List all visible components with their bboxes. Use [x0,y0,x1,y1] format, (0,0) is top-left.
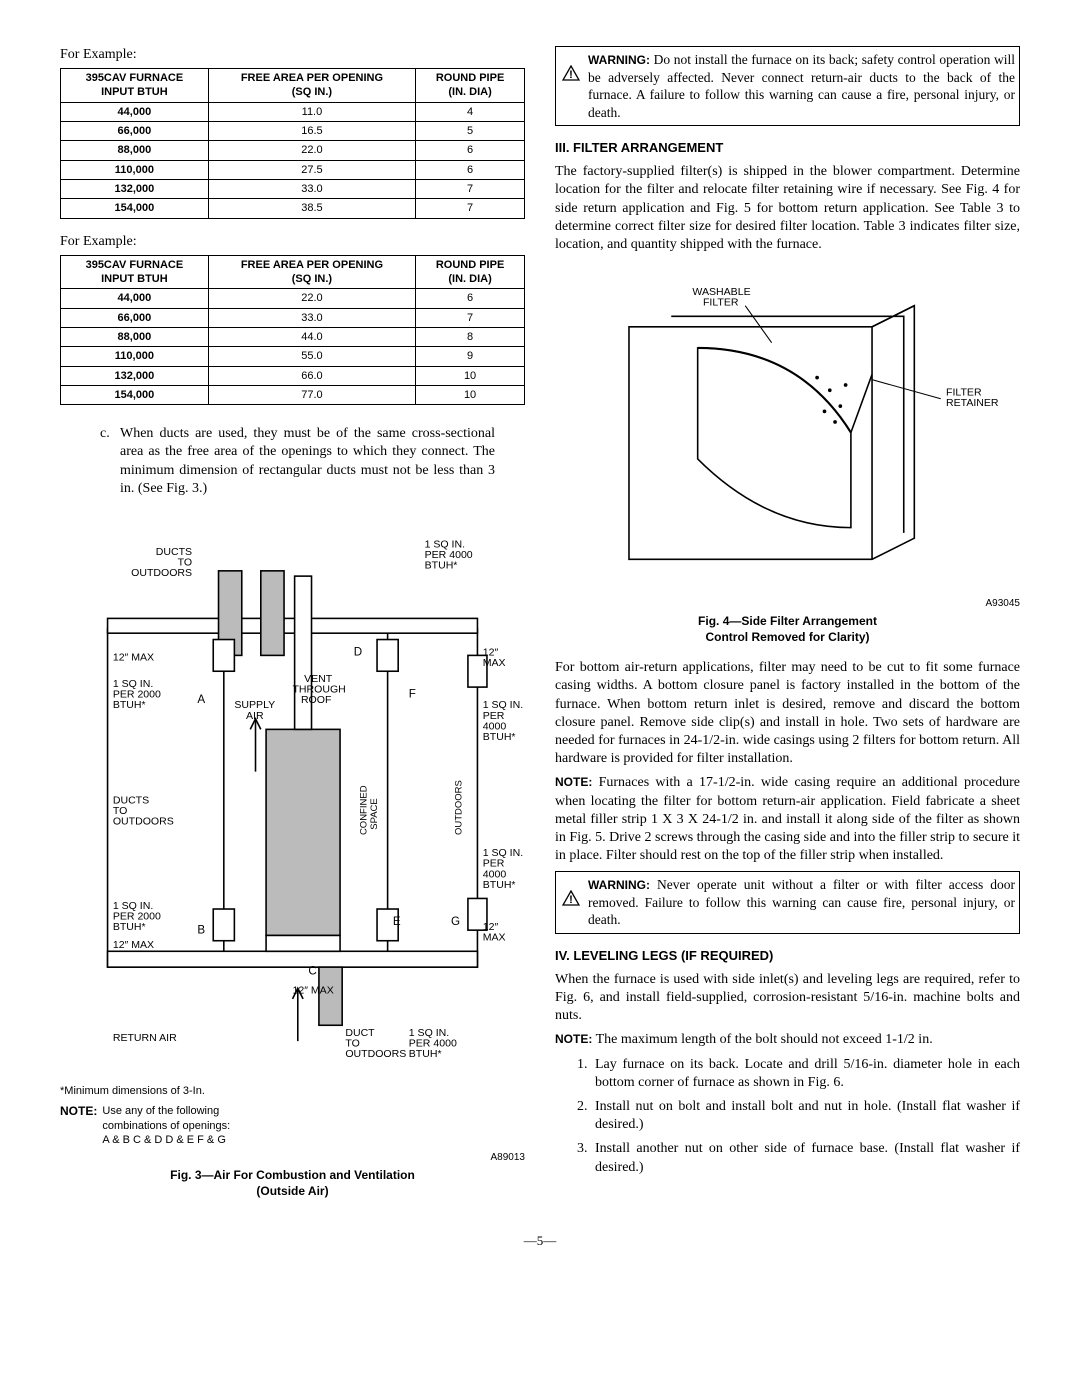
sec4-p1: When the furnace is used with side inlet… [555,971,1020,1026]
svg-text:E: E [393,915,401,928]
warning-box-2: ! WARNING: Never operate unit without a … [555,871,1020,934]
svg-text:MAX: MAX [483,657,506,669]
svg-text:OUTDOORS: OUTDOORS [454,780,465,835]
fig3-footnote-1: *Minimum dimensions of 3-In. [60,1084,525,1098]
svg-text:OUTDOORS: OUTDOORS [345,1048,406,1060]
figure-3-diagram: DUCTS TO OUTDOORS 1 SQ IN. PER 4000 BTUH… [60,518,525,1078]
fig4-number: A93045 [555,597,1020,610]
svg-text:MAX: MAX [483,932,506,944]
svg-text:RETURN AIR: RETURN AIR [113,1032,177,1044]
for-example-1: For Example: [60,46,525,64]
leveling-steps: Lay furnace on its back. Locate and dril… [591,1056,1020,1177]
for-example-2: For Example: [60,233,525,251]
svg-text:B: B [197,923,205,936]
th: ROUND PIPE(IN. DIA) [416,255,525,289]
spec-table-1: 395CAV FURNACEINPUT BTUH FREE AREA PER O… [60,68,525,218]
svg-text:OUTDOORS: OUTDOORS [113,815,174,827]
svg-text:12″ MAX: 12″ MAX [113,652,154,664]
svg-text:SPACE: SPACE [369,798,380,830]
warning-icon: ! [560,876,582,906]
th: FREE AREA PER OPENING(SQ IN.) [208,255,415,289]
spec-table-2: 395CAV FURNACEINPUT BTUH FREE AREA PER O… [60,255,525,405]
sec4-note: NOTE: The maximum length of the bolt sho… [555,1031,1020,1049]
sec3-p1: The factory-supplied filter(s) is shippe… [555,163,1020,254]
page-number: —5— [60,1233,1020,1250]
svg-text:BTUH*: BTUH* [483,879,516,891]
svg-text:A: A [197,693,205,706]
svg-text:BTUH*: BTUH* [113,699,146,711]
fig3-footnote-2: NOTE: Use any of the following combinati… [60,1104,525,1147]
left-column: For Example: 395CAV FURNACEINPUT BTUH FR… [60,40,525,1213]
svg-text:12″ MAX: 12″ MAX [293,984,334,996]
svg-text:D: D [354,645,362,658]
svg-text:BTUH*: BTUH* [483,731,516,743]
svg-text:C: C [308,964,316,977]
section-4-title: IV. LEVELING LEGS (IF REQUIRED) [555,948,1020,965]
fig3-caption: Fig. 3—Air For Combustion and Ventilatio… [60,1168,525,1199]
svg-text:BTUH*: BTUH* [113,921,146,933]
fig4-caption: Fig. 4—Side Filter Arrangement Control R… [555,614,1020,645]
svg-text:RETAINER: RETAINER [946,397,999,409]
svg-text:OUTDOORS: OUTDOORS [131,567,192,579]
svg-text:AIR: AIR [246,710,264,722]
th: FREE AREA PER OPENING(SQ IN.) [208,69,415,103]
section-3-title: III. FILTER ARRANGEMENT [555,140,1020,157]
svg-text:!: ! [569,69,573,81]
right-column: ! WARNING: Do not install the furnace on… [555,40,1020,1213]
warning-2-text: Never operate unit without a filter or w… [588,877,1015,927]
step-2: Install nut on bolt and install bolt and… [591,1098,1020,1134]
svg-text:F: F [409,688,416,701]
svg-text:ROOF: ROOF [301,694,332,706]
svg-text:12″ MAX: 12″ MAX [113,939,154,951]
svg-text:BTUH*: BTUH* [425,560,458,572]
warning-icon: ! [560,51,582,81]
svg-text:BTUH*: BTUH* [409,1048,442,1060]
svg-text:!: ! [569,894,573,906]
svg-text:CONFINED: CONFINED [358,785,369,835]
sec3-note: NOTE: Furnaces with a 17-1/2-in. wide ca… [555,774,1020,865]
step-3: Install another nut on other side of fur… [591,1140,1020,1176]
warning-box-1: ! WARNING: Do not install the furnace on… [555,46,1020,126]
item-c: c. When ducts are used, they must be of … [100,425,495,498]
th: 395CAV FURNACEINPUT BTUH [61,69,209,103]
th: 395CAV FURNACEINPUT BTUH [61,255,209,289]
fig3-number: A89013 [60,1151,525,1164]
step-1: Lay furnace on its back. Locate and dril… [591,1056,1020,1092]
sec3-p2: For bottom air-return applications, filt… [555,659,1020,768]
svg-text:G: G [451,915,460,928]
svg-text:FILTER: FILTER [703,297,739,309]
warning-1-text: Do not install the furnace on its back; … [588,52,1015,120]
figure-4-diagram: WASHABLE FILTER FILTER RETAINER [555,274,1020,591]
th: ROUND PIPE(IN. DIA) [416,69,525,103]
